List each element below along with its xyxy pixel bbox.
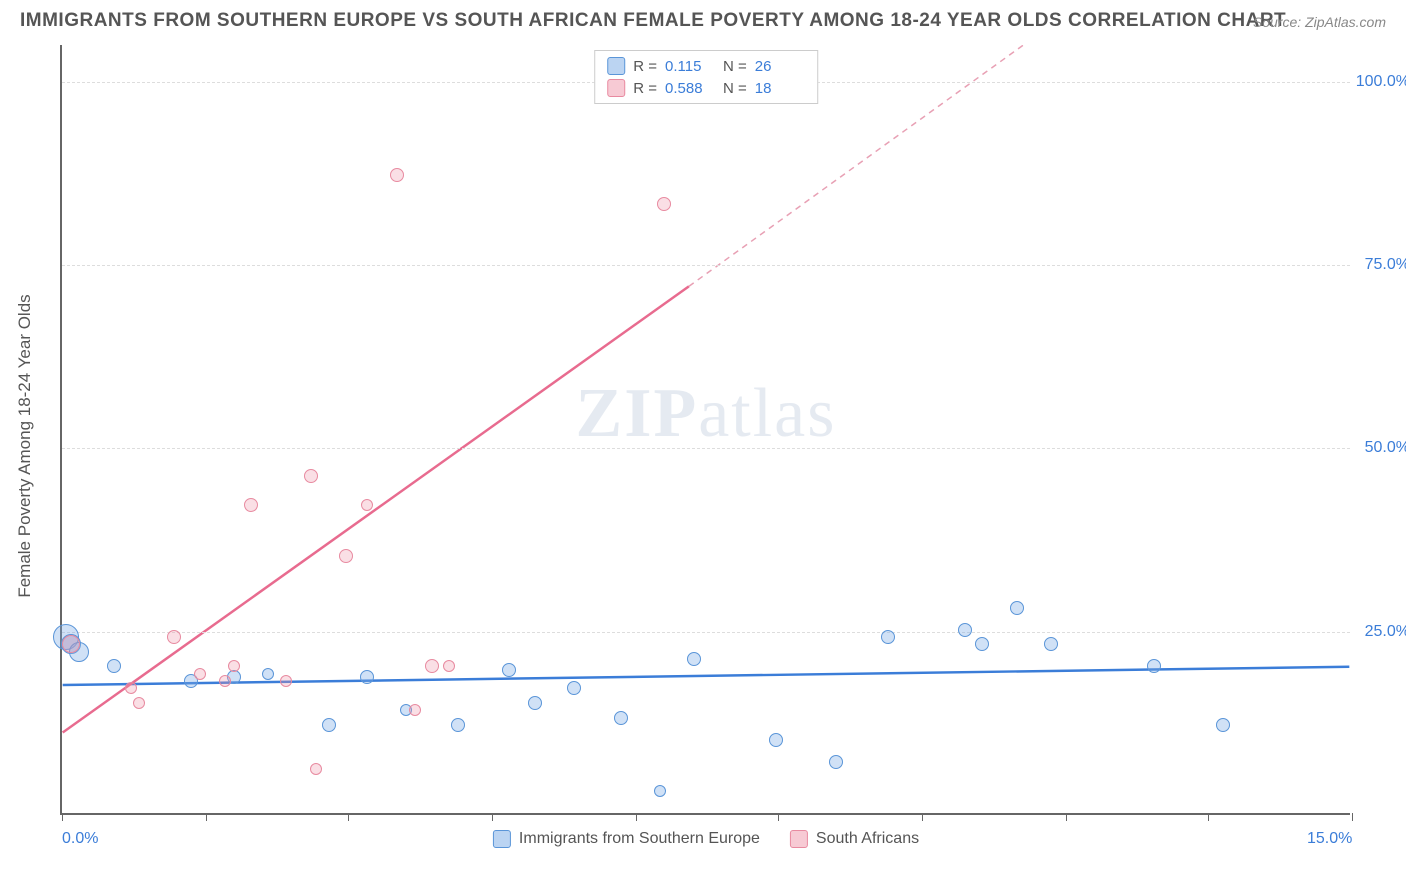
data-point: [310, 763, 322, 775]
n-value: 26: [755, 58, 805, 75]
data-point: [1010, 601, 1024, 615]
data-point: [451, 718, 465, 732]
data-point: [304, 469, 318, 483]
r-label: R =: [633, 80, 657, 97]
data-point: [1147, 659, 1161, 673]
data-point: [567, 681, 581, 695]
trend-line-pink-solid: [63, 286, 689, 732]
y-axis-label: Female Poverty Among 18-24 Year Olds: [15, 294, 35, 597]
x-tick-label: 0.0%: [62, 830, 98, 848]
n-value: 18: [755, 80, 805, 97]
data-point: [219, 675, 231, 687]
data-point: [228, 660, 240, 672]
data-point: [280, 675, 292, 687]
data-point: [654, 785, 666, 797]
n-label: N =: [723, 58, 747, 75]
y-tick-label: 75.0%: [1365, 256, 1406, 274]
source-label: Source: ZipAtlas.com: [1253, 14, 1386, 30]
x-tick: [206, 813, 207, 821]
data-point: [409, 704, 421, 716]
data-point: [360, 670, 374, 684]
gridline: [62, 632, 1350, 633]
gridline: [62, 448, 1350, 449]
data-point: [167, 630, 181, 644]
r-value: 0.588: [665, 80, 715, 97]
data-point: [194, 668, 206, 680]
data-point: [425, 659, 439, 673]
x-tick: [348, 813, 349, 821]
gridline: [62, 265, 1350, 266]
legend-swatch: [493, 830, 511, 848]
legend-item: Immigrants from Southern Europe: [493, 830, 760, 848]
series-legend: Immigrants from Southern Europe South Afr…: [493, 830, 919, 848]
data-point: [769, 733, 783, 747]
data-point: [443, 660, 455, 672]
legend-swatch: [790, 830, 808, 848]
data-point: [107, 659, 121, 673]
data-point: [502, 663, 516, 677]
x-tick: [778, 813, 779, 821]
legend-swatch: [607, 79, 625, 97]
x-tick: [1352, 813, 1353, 821]
data-point: [361, 499, 373, 511]
x-tick: [922, 813, 923, 821]
data-point: [657, 197, 671, 211]
x-tick: [62, 813, 63, 821]
data-point: [1216, 718, 1230, 732]
chart-plot-area: ZIPatlas R =0.115N =26R =0.588N =18 Immi…: [60, 45, 1350, 815]
x-tick: [1066, 813, 1067, 821]
chart-title: IMMIGRANTS FROM SOUTHERN EUROPE VS SOUTH…: [20, 10, 1286, 32]
data-point: [528, 696, 542, 710]
legend-row: R = 0.588 N = 18: [607, 77, 805, 99]
data-point: [133, 697, 145, 709]
data-point: [244, 498, 258, 512]
x-tick: [636, 813, 637, 821]
x-tick-label: 15.0%: [1307, 830, 1352, 848]
legend-item: South Africans: [790, 830, 919, 848]
data-point: [390, 168, 404, 182]
watermark-text: ZIPatlas: [576, 374, 837, 454]
data-point: [1044, 637, 1058, 651]
y-tick-label: 50.0%: [1365, 439, 1406, 457]
data-point: [322, 718, 336, 732]
data-point: [262, 668, 274, 680]
legend-swatch: [607, 57, 625, 75]
y-tick-label: 100.0%: [1356, 73, 1406, 91]
legend-label: South Africans: [816, 830, 919, 848]
r-label: R =: [633, 58, 657, 75]
data-point: [339, 549, 353, 563]
data-point: [687, 652, 701, 666]
data-point: [125, 682, 137, 694]
x-tick: [1208, 813, 1209, 821]
watermark-part-b: atlas: [698, 375, 836, 452]
data-point: [829, 755, 843, 769]
data-point: [881, 630, 895, 644]
data-point: [614, 711, 628, 725]
data-point: [975, 637, 989, 651]
legend-row: R = 0.115 N = 26: [607, 55, 805, 77]
watermark-part-a: ZIP: [576, 375, 699, 452]
r-value: 0.115: [665, 58, 715, 75]
y-tick-label: 25.0%: [1365, 623, 1406, 641]
trendlines-svg: [62, 45, 1350, 813]
legend-label: Immigrants from Southern Europe: [519, 830, 760, 848]
n-label: N =: [723, 80, 747, 97]
correlation-legend: R = 0.115 N = 26 R = 0.588 N = 18: [594, 50, 818, 104]
data-point: [958, 623, 972, 637]
x-tick: [492, 813, 493, 821]
data-point: [62, 635, 80, 653]
